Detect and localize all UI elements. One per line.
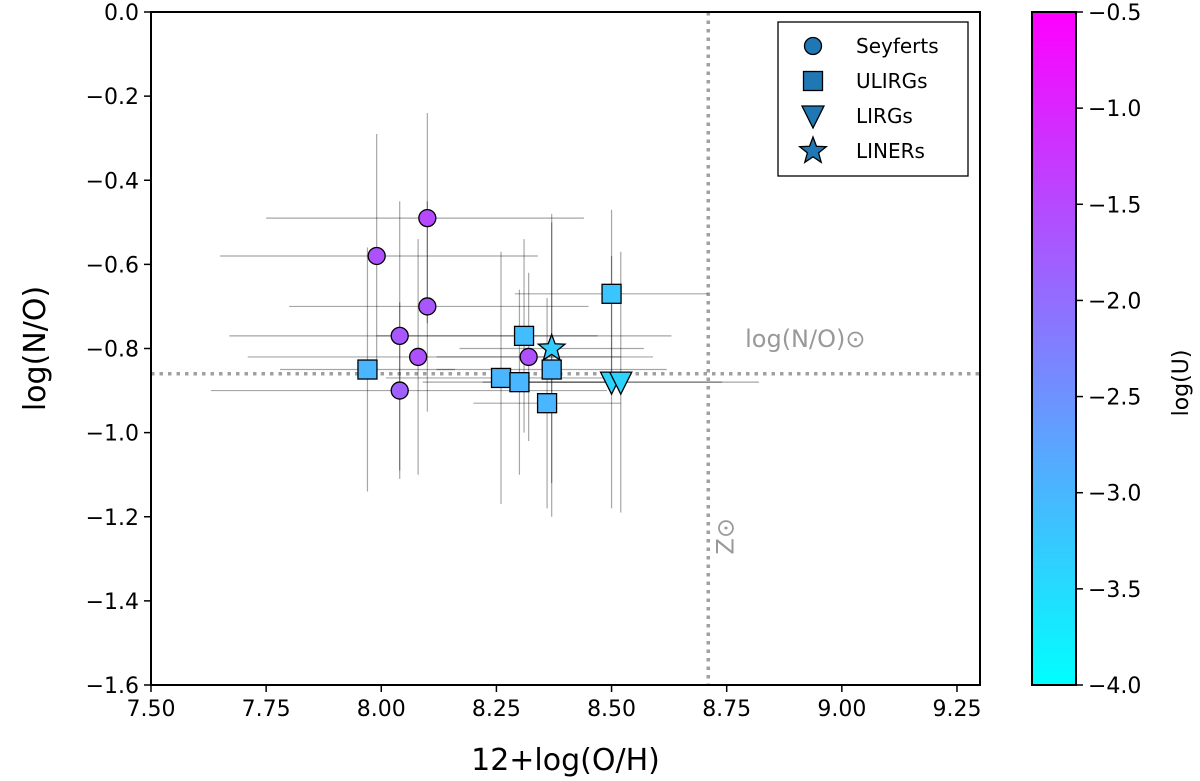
colorbar-ticks: −0.5 −1.0 −1.5 −2.0 −2.5 −3.0 −3.5 −4.0 — [1076, 1, 1141, 699]
x-tick-label: 7.75 — [242, 697, 291, 722]
colorbar-tick-label: −2.5 — [1088, 386, 1141, 411]
seyferts-point — [390, 381, 409, 400]
reference-lines — [151, 12, 980, 685]
colorbar — [1031, 11, 1077, 686]
ulirgs-point — [357, 359, 378, 380]
seyferts-point — [408, 347, 428, 367]
y-tick-label: −0.2 — [86, 85, 139, 110]
y-tick-label: −1.0 — [86, 422, 139, 447]
colorbar-tick-label: −1.5 — [1088, 193, 1141, 218]
y-tick-label: −1.6 — [86, 674, 139, 699]
seyferts-point — [418, 208, 437, 228]
x-tick-label: 7.50 — [127, 697, 176, 722]
error-bars — [210, 112, 759, 517]
legend-liners-marker — [797, 135, 829, 164]
y-tick-label: −1.2 — [86, 506, 139, 531]
x-tick-label: 8.00 — [357, 697, 406, 722]
x-tick-label: 9.25 — [932, 697, 981, 722]
y-tick-label: −1.4 — [86, 590, 139, 615]
seyferts-point — [367, 246, 386, 266]
ulirgs-point — [513, 325, 535, 347]
ulirgs-point — [601, 283, 622, 304]
y-axis-ticks: 0.0 −0.2 −0.4 −0.6 −0.8 −1.0 −1.2 −1.4 −1.6 — [86, 1, 151, 699]
colorbar-tick-label: −3.5 — [1088, 578, 1141, 603]
colorbar-tick-label: −1.0 — [1088, 97, 1141, 122]
y-tick-label: −0.6 — [86, 253, 139, 278]
legend-seyferts-label: Seyferts — [856, 34, 939, 58]
data-markers — [357, 208, 633, 414]
y-tick-label: −0.4 — [86, 169, 139, 194]
legend-ulirgs-label: ULIRGs — [856, 69, 928, 93]
ulirgs-point — [490, 367, 512, 389]
legend-liners-label: LINERs — [856, 139, 925, 163]
liners-point — [536, 332, 567, 362]
y-axis-label: log(N/O) — [18, 286, 53, 411]
solar-metallicity-label: Z⊙ — [712, 518, 740, 555]
x-tick-label: 8.50 — [587, 697, 636, 722]
x-tick-label: 9.00 — [817, 697, 866, 722]
x-tick-label: 8.75 — [702, 697, 751, 722]
colorbar-tick-label: −4.0 — [1088, 674, 1141, 699]
seyferts-point — [390, 326, 409, 346]
ulirgs-point — [541, 359, 562, 380]
legend-lirgs-marker — [800, 105, 826, 130]
lirgs-point — [608, 371, 633, 396]
colorbar-tick-label: −0.5 — [1088, 1, 1141, 26]
legend-lirgs-label: LIRGs — [856, 104, 913, 128]
legend-seyferts-marker — [803, 36, 823, 56]
ulirgs-point — [536, 393, 558, 414]
ulirgs-point — [509, 371, 530, 393]
x-tick-label: 8.25 — [472, 697, 521, 722]
colorbar-label: log(U) — [1169, 350, 1194, 417]
x-axis-ticks: 7.50 7.75 8.00 8.25 8.50 8.75 9.00 9.25 — [127, 685, 981, 722]
seyferts-point — [418, 297, 437, 316]
seyferts-point — [519, 347, 538, 367]
legend-ulirgs-marker — [802, 70, 824, 92]
x-axis-label: 12+log(O/H) — [471, 743, 660, 778]
y-tick-label: 0.0 — [104, 1, 139, 26]
y-tick-label: −0.8 — [86, 338, 139, 363]
colorbar-tick-label: −2.0 — [1088, 289, 1141, 314]
colorbar-tick-label: −3.0 — [1088, 482, 1141, 507]
legend: Seyferts ULIRGs LIRGs LINERs — [777, 21, 969, 177]
solar-no-label: log(N/O)⊙ — [745, 325, 865, 353]
